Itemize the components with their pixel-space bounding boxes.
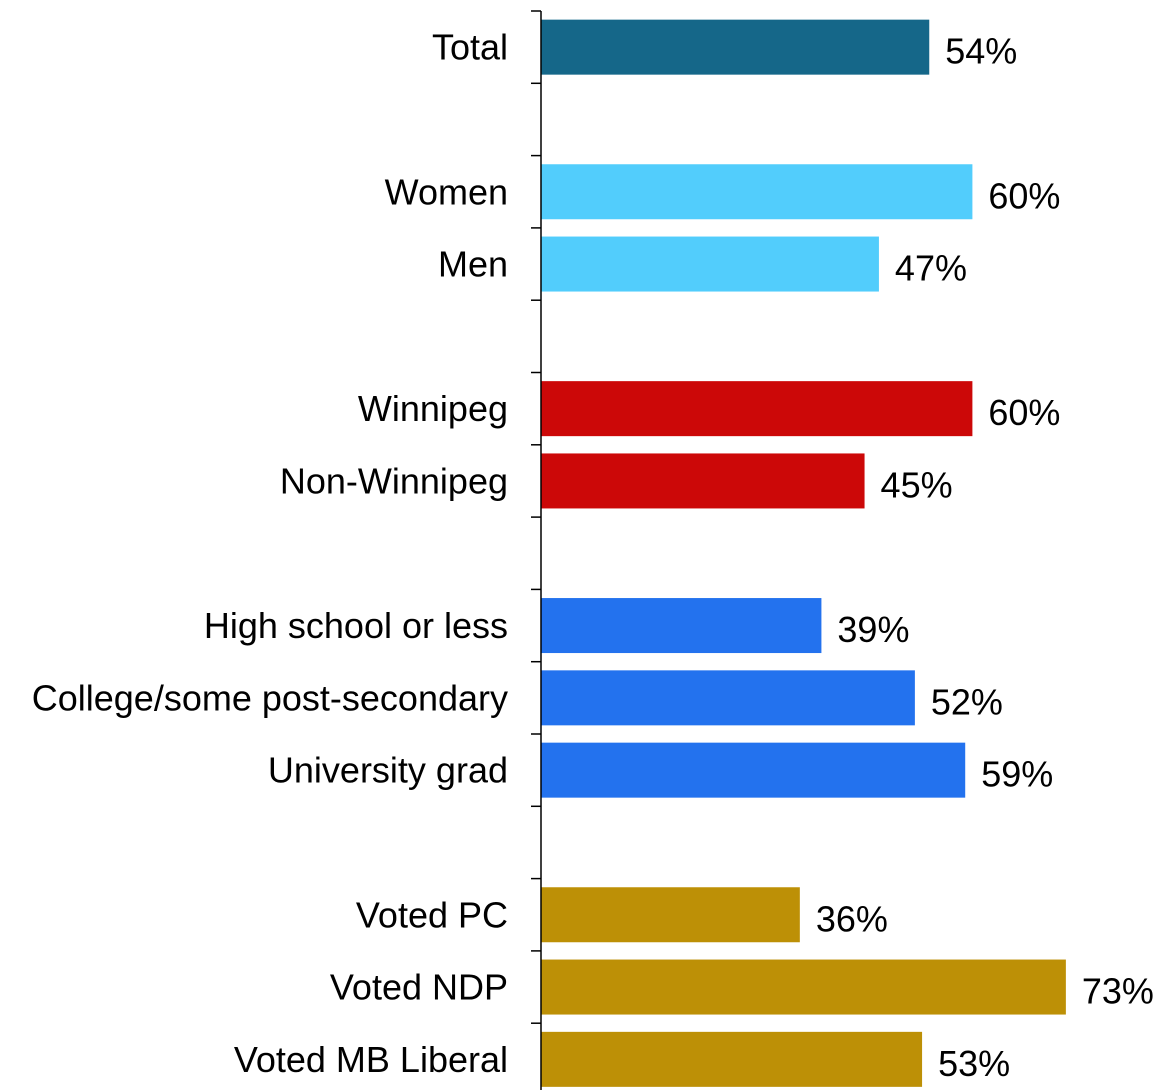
category-label: Men	[438, 244, 508, 285]
category-label: Voted NDP	[330, 967, 508, 1008]
category-label: College/some post-secondary	[32, 677, 508, 718]
value-label: 54%	[945, 31, 1017, 72]
bar	[541, 453, 865, 509]
bar	[541, 887, 800, 943]
bar	[541, 742, 966, 798]
bar	[541, 670, 915, 726]
value-label: 73%	[1082, 971, 1154, 1012]
category-label: Voted MB Liberal	[234, 1039, 508, 1080]
bar	[541, 598, 822, 654]
bar	[541, 236, 879, 292]
bar	[541, 381, 973, 437]
category-label: Non-Winnipeg	[280, 460, 508, 501]
bar	[541, 1031, 923, 1087]
axis-ticks	[531, 10, 541, 1024]
category-label: Winnipeg	[358, 388, 508, 429]
value-label: 45%	[881, 464, 953, 505]
category-label: Total	[432, 27, 508, 68]
category-labels: Total Women Men Winnipeg Non-Winnipeg High sc…	[32, 27, 508, 1080]
value-label: 59%	[981, 754, 1053, 795]
value-label: 60%	[988, 392, 1060, 433]
value-label: 47%	[895, 248, 967, 289]
bar-group	[541, 19, 1066, 1087]
category-label: Voted PC	[356, 894, 508, 935]
bar	[541, 19, 930, 75]
category-label: High school or less	[204, 605, 508, 646]
category-label: University grad	[268, 750, 508, 791]
bar	[541, 164, 973, 220]
value-labels: 54% 60% 47% 60% 45% 39% 52% 59% 36% 73% 53%	[816, 31, 1154, 1084]
value-label: 60%	[988, 175, 1060, 216]
value-label: 39%	[837, 609, 909, 650]
value-label: 52%	[931, 681, 1003, 722]
bar	[541, 959, 1066, 1015]
value-label: 36%	[816, 898, 888, 939]
category-label: Women	[385, 171, 508, 212]
value-label: 53%	[938, 1043, 1010, 1084]
